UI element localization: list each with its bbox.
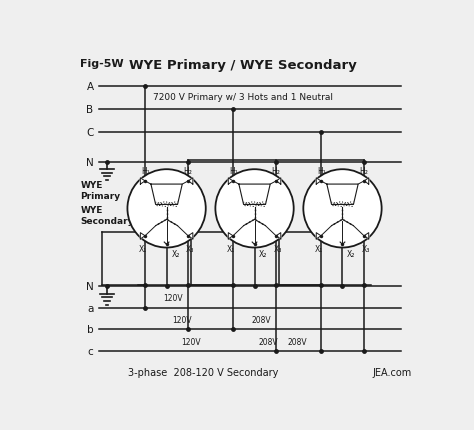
Polygon shape bbox=[188, 233, 193, 240]
Polygon shape bbox=[188, 178, 193, 184]
Text: a: a bbox=[87, 303, 93, 313]
Text: H₁: H₁ bbox=[229, 167, 238, 176]
Polygon shape bbox=[364, 178, 369, 184]
Text: B: B bbox=[86, 104, 93, 114]
Text: WYE Primary / WYE Secondary: WYE Primary / WYE Secondary bbox=[129, 59, 357, 72]
Polygon shape bbox=[140, 233, 145, 240]
Text: 3-phase  208-120 V Secondary: 3-phase 208-120 V Secondary bbox=[128, 367, 278, 377]
Circle shape bbox=[303, 170, 382, 248]
Text: WYE
Secondary: WYE Secondary bbox=[80, 206, 134, 226]
Polygon shape bbox=[316, 233, 321, 240]
Text: X₂: X₂ bbox=[171, 249, 180, 258]
Text: 120V: 120V bbox=[172, 315, 191, 324]
Text: H₂: H₂ bbox=[359, 167, 368, 176]
Text: c: c bbox=[88, 346, 93, 356]
Text: b: b bbox=[87, 325, 93, 335]
Text: N: N bbox=[86, 282, 93, 292]
Text: X₁: X₁ bbox=[315, 244, 323, 253]
Circle shape bbox=[215, 170, 294, 248]
Text: X₃: X₃ bbox=[186, 244, 194, 253]
Text: H₂: H₂ bbox=[183, 167, 192, 176]
Text: X₂: X₂ bbox=[347, 249, 356, 258]
Polygon shape bbox=[228, 178, 233, 184]
Text: 120V: 120V bbox=[182, 337, 201, 346]
Polygon shape bbox=[140, 178, 145, 184]
Text: X₃: X₃ bbox=[274, 244, 282, 253]
Text: 208V: 208V bbox=[258, 337, 278, 346]
Text: A: A bbox=[86, 81, 93, 91]
Text: H₁: H₁ bbox=[318, 167, 326, 176]
Text: 120V: 120V bbox=[164, 294, 183, 303]
Text: C: C bbox=[86, 128, 93, 138]
Polygon shape bbox=[316, 178, 321, 184]
Polygon shape bbox=[364, 233, 369, 240]
Polygon shape bbox=[276, 233, 281, 240]
Text: N: N bbox=[86, 157, 93, 168]
Polygon shape bbox=[228, 233, 233, 240]
Text: X₂: X₂ bbox=[259, 249, 268, 258]
Text: H₁: H₁ bbox=[141, 167, 150, 176]
Text: 208V: 208V bbox=[288, 337, 308, 346]
Text: X₁: X₁ bbox=[139, 244, 147, 253]
Circle shape bbox=[128, 170, 206, 248]
Polygon shape bbox=[276, 178, 281, 184]
Text: H₂: H₂ bbox=[271, 167, 280, 176]
Text: 7200 V Primary w/ 3 Hots and 1 Neutral: 7200 V Primary w/ 3 Hots and 1 Neutral bbox=[153, 93, 333, 102]
Text: X₁: X₁ bbox=[227, 244, 235, 253]
Text: WYE
Primary: WYE Primary bbox=[80, 181, 120, 201]
Text: JEA.com: JEA.com bbox=[373, 367, 412, 377]
Text: X₃: X₃ bbox=[362, 244, 370, 253]
Text: Fig-5W: Fig-5W bbox=[80, 59, 124, 69]
Text: 208V: 208V bbox=[251, 315, 271, 324]
